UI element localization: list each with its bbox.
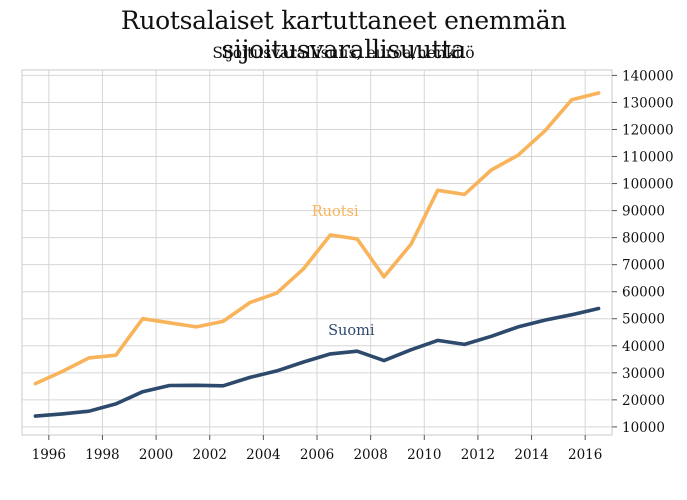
y-tick-label: 50000 xyxy=(622,312,665,328)
y-tick-label: 90000 xyxy=(622,204,665,220)
data-point-suomi xyxy=(302,360,305,364)
data-point-ruotsi xyxy=(356,237,359,241)
data-point-suomi xyxy=(436,339,439,342)
data-point-ruotsi xyxy=(570,98,573,101)
data-point-ruotsi xyxy=(302,267,305,270)
data-point-suomi xyxy=(356,349,359,353)
data-point-suomi xyxy=(597,307,600,310)
x-tick-label: 2010 xyxy=(407,447,441,463)
y-tick-label: 40000 xyxy=(622,339,665,355)
chart-subtitle: Sijoitusvarallisuus, euroa/henkilö xyxy=(212,44,475,62)
chart-title: Ruotsalaiset kartuttaneet enemmän sijoit… xyxy=(120,6,567,64)
series-line-ruotsi xyxy=(33,91,601,386)
data-point-ruotsi xyxy=(195,325,198,329)
data-point-suomi xyxy=(570,313,573,316)
data-point-suomi xyxy=(490,335,493,338)
data-point-suomi xyxy=(141,390,144,393)
data-point-suomi xyxy=(516,325,520,329)
data-point-suomi xyxy=(275,369,278,373)
data-point-suomi xyxy=(543,318,547,322)
data-point-ruotsi xyxy=(516,153,520,157)
x-tick-label: 2008 xyxy=(353,447,387,463)
data-point-ruotsi xyxy=(114,354,118,357)
data-point-suomi xyxy=(409,348,413,352)
data-point-suomi xyxy=(34,414,37,418)
x-tick-label: 2016 xyxy=(568,447,602,463)
y-tick-label: 10000 xyxy=(622,420,665,436)
y-tick-label: 30000 xyxy=(622,366,665,382)
y-tick-label: 100000 xyxy=(622,177,674,193)
y-tick-label: 70000 xyxy=(622,258,665,274)
data-point-ruotsi xyxy=(168,321,171,324)
y-tick-label: 60000 xyxy=(622,285,665,301)
y-tick-label: 120000 xyxy=(622,122,674,138)
data-point-ruotsi xyxy=(597,91,600,95)
grid xyxy=(21,69,613,436)
data-point-ruotsi xyxy=(463,193,466,196)
y-tick-label: 110000 xyxy=(622,150,674,166)
data-point-suomi xyxy=(382,359,386,362)
data-point-suomi xyxy=(168,384,171,387)
data-point-ruotsi xyxy=(221,320,225,323)
x-tick-label: 1996 xyxy=(32,447,66,463)
x-tick-label: 2002 xyxy=(193,447,227,463)
x-tick-label: 2014 xyxy=(514,447,548,463)
data-point-suomi xyxy=(463,343,466,346)
y-axis: 10000 20000 30000 40000 50000 60000 70000 80000… xyxy=(612,68,674,436)
x-tick-label: 2006 xyxy=(300,447,334,463)
data-point-ruotsi xyxy=(382,275,386,279)
x-tick-label: 2004 xyxy=(246,447,280,463)
y-tick-label: 130000 xyxy=(622,95,674,111)
data-point-suomi xyxy=(114,402,118,406)
data-point-ruotsi xyxy=(409,243,413,246)
data-point-suomi xyxy=(61,412,64,416)
data-point-ruotsi xyxy=(275,291,278,295)
data-point-ruotsi xyxy=(87,356,91,360)
y-tick-label: 20000 xyxy=(622,393,665,409)
y-tick-label: 80000 xyxy=(622,231,665,247)
series-layer xyxy=(33,91,601,418)
data-point-ruotsi xyxy=(141,317,144,320)
series-labels: Ruotsi Suomi xyxy=(312,204,375,339)
x-tick-label: 2012 xyxy=(461,447,495,463)
data-point-ruotsi xyxy=(436,189,439,192)
data-point-suomi xyxy=(195,384,198,387)
data-point-ruotsi xyxy=(329,233,332,237)
data-point-suomi xyxy=(87,410,91,413)
data-point-ruotsi xyxy=(543,129,547,133)
data-point-ruotsi xyxy=(248,301,252,304)
data-point-ruotsi xyxy=(34,382,37,385)
data-point-ruotsi xyxy=(61,370,64,373)
data-point-suomi xyxy=(248,376,252,379)
data-point-suomi xyxy=(329,352,332,356)
series-label-ruotsi: Ruotsi xyxy=(312,204,359,220)
series-label-suomi: Suomi xyxy=(328,323,375,339)
x-tick-label: 1998 xyxy=(85,447,119,463)
series-line-suomi xyxy=(33,306,601,418)
y-tick-label: 140000 xyxy=(622,68,674,84)
data-point-suomi xyxy=(221,384,225,387)
x-tick-label: 2000 xyxy=(139,447,173,463)
x-axis: 1996 1998 2000 2002 2004 2006 2008 2010 2012 2014… xyxy=(32,435,602,463)
data-point-ruotsi xyxy=(490,168,493,172)
